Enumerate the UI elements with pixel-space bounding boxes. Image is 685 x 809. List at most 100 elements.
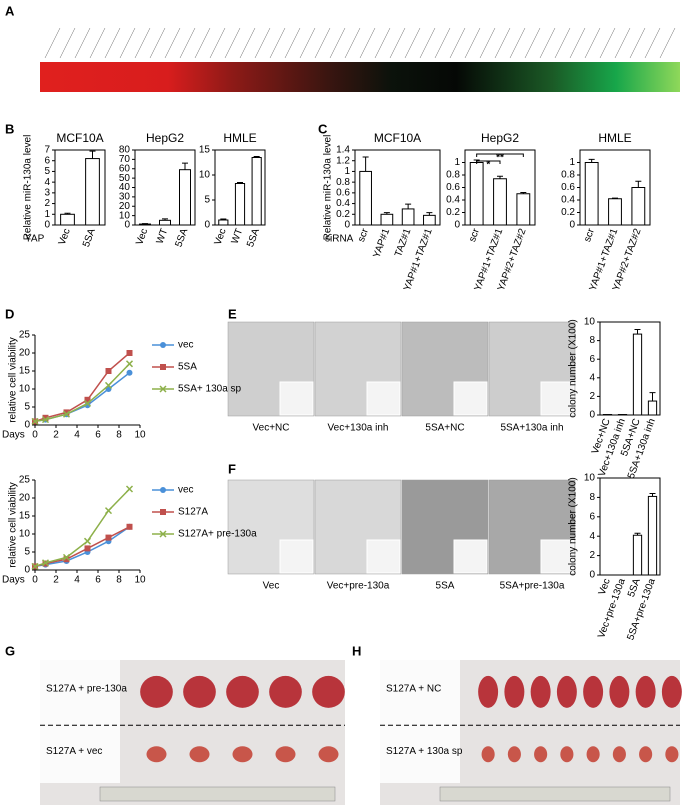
significance-bracket (476, 153, 524, 157)
error-bar (649, 392, 656, 402)
tumor (312, 675, 345, 708)
marker (159, 385, 167, 393)
error-bar (426, 212, 433, 216)
tumor (269, 675, 302, 708)
x-axis-label: YAP (25, 234, 45, 245)
bar (139, 223, 151, 226)
y-tick-label: 0 (24, 565, 30, 576)
bar (632, 534, 643, 576)
marker (126, 523, 133, 530)
bar (584, 162, 599, 226)
image-caption: Vec (263, 581, 280, 592)
chart-title: HepG2 (481, 131, 519, 145)
y-tick-label: 0.8 (446, 170, 460, 181)
plot-frame (599, 477, 661, 576)
tumor (183, 675, 216, 708)
tumor (556, 675, 577, 708)
y-tick-label: 2 (589, 550, 595, 561)
y-tick-label: 7 (44, 145, 50, 156)
y-tick-label: 0.4 (446, 195, 460, 206)
y-tick-label: 0 (24, 420, 30, 431)
panel-label: D (5, 306, 14, 321)
group-label: S127A + pre-130a (46, 684, 127, 695)
image-caption: 5SA+NC (425, 423, 464, 434)
error-bar (362, 156, 369, 172)
error-bar (162, 218, 168, 221)
marker (125, 360, 134, 368)
legend-label: vec (178, 340, 194, 351)
marker (62, 410, 71, 418)
y-tick-label: 5 (204, 195, 210, 206)
y-tick-label: 8 (589, 492, 595, 503)
image-caption: 5SA+pre-130a (500, 581, 565, 592)
x-tick-label: 8 (116, 575, 122, 586)
x-tick-label: 6 (95, 575, 101, 586)
y-tick-label: 1.4 (336, 145, 350, 156)
y-tick-label: 6 (589, 511, 595, 522)
marker (63, 409, 70, 416)
chart: 00.20.40.60.811.21.4 MCF10A Relative miR-1… (323, 131, 441, 292)
chart-title: HMLE (223, 131, 256, 145)
image-caption: Vec+NC (253, 423, 290, 434)
series-line (34, 526, 130, 568)
y-tick-label: 20 (19, 348, 31, 359)
inset (453, 539, 488, 574)
y-tick-label: 20 (119, 201, 131, 212)
group-label: S127A + NC (386, 684, 441, 695)
plot-frame (354, 149, 441, 226)
error-bar (383, 212, 390, 215)
tumor (612, 746, 626, 763)
y-tick-label: 40 (119, 182, 131, 193)
error-bar (588, 158, 595, 163)
marker (105, 368, 112, 374)
error-bar (182, 162, 188, 170)
y-tick-label: 1 (344, 166, 350, 177)
y-tick-label: 10 (19, 384, 31, 395)
bar (469, 162, 484, 226)
x-tick-label: 10 (134, 575, 146, 586)
y-tick-label: 25 (19, 475, 31, 486)
tumor (189, 746, 210, 763)
y-tick-label: 0.8 (561, 170, 575, 181)
tumor (140, 675, 173, 708)
y-tick-label: 15 (19, 511, 31, 522)
x-tick-label: Vec (597, 577, 613, 596)
marker (160, 342, 166, 348)
marker (104, 381, 113, 389)
x-tick-label: Vec (213, 227, 229, 246)
axes (34, 335, 140, 426)
chart-title: HepG2 (146, 131, 184, 145)
marker (105, 534, 112, 541)
y-tick-label: 2 (589, 391, 595, 402)
series-line (34, 488, 131, 568)
series-line (34, 372, 130, 423)
legend-label: 5SA (178, 362, 197, 373)
y-tick-label: 25 (19, 330, 31, 341)
marker (160, 364, 166, 370)
marker (126, 350, 133, 356)
tumor (665, 746, 679, 763)
group-label: S127A + vec (46, 746, 102, 757)
y-tick-label: 4 (589, 531, 595, 542)
bar (251, 157, 262, 226)
bar (647, 495, 658, 576)
error-bar (612, 197, 618, 199)
panel-label: A (5, 3, 15, 18)
x-tick-label: 6 (95, 430, 101, 441)
plot-frame (54, 149, 106, 226)
bar (218, 219, 229, 226)
x-tick-label: WT (230, 227, 246, 245)
bar (516, 193, 531, 226)
y-tick-label: 30 (119, 192, 131, 203)
y-tick-label: 0.4 (336, 198, 350, 209)
tumor (146, 746, 167, 763)
x-tick-label: 5SA (81, 227, 98, 249)
y-tick-label: 15 (19, 366, 31, 377)
y-tick-label: 0.6 (561, 182, 575, 193)
legend-label: vec (178, 485, 194, 496)
error-bar (634, 328, 641, 335)
tumor (226, 675, 259, 708)
group-label: S127A + 130a sp (386, 746, 463, 757)
